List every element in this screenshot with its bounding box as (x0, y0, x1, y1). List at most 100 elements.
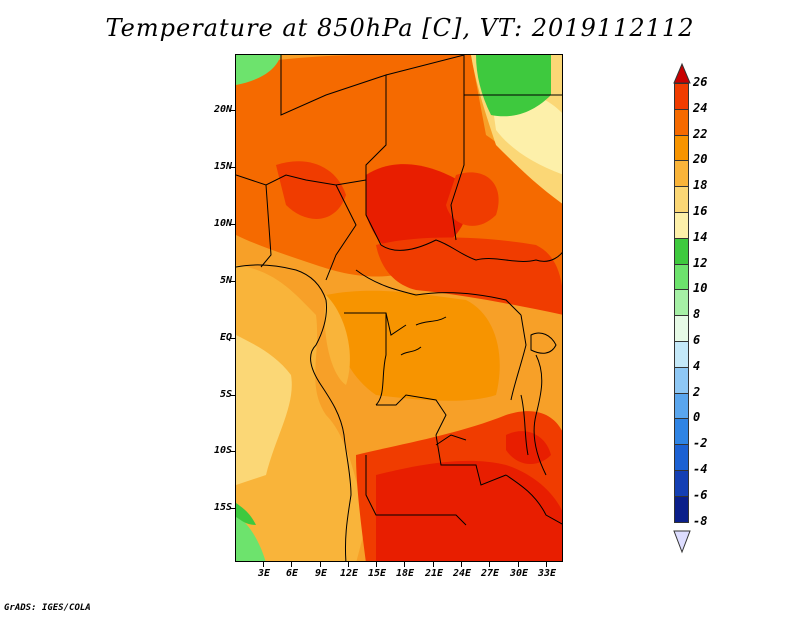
lat-tick (230, 224, 235, 225)
colorbar-label: 24 (693, 100, 708, 115)
field-sw-green (236, 515, 266, 561)
field-nw-green (236, 55, 281, 85)
colorbar-label: 8 (693, 307, 701, 322)
lat-label: 20N (213, 104, 232, 115)
colorbar-segment (674, 109, 689, 136)
lake-tanganyika (520, 394, 529, 456)
lat-label: 10S (213, 445, 232, 456)
colorbar-label: 2 (693, 384, 701, 399)
lon-tick (263, 562, 264, 567)
colorbar-label: 14 (693, 229, 708, 244)
field-hot-core-chad (366, 164, 469, 258)
lat-label: EQ (219, 332, 232, 343)
border-drc-angola (376, 394, 447, 436)
lon-label: 33E (537, 568, 557, 579)
colorbar-label: 10 (693, 281, 708, 296)
lon-label: 3E (257, 568, 271, 579)
colorbar-label: -6 (693, 487, 708, 502)
colorbar-segment (674, 393, 689, 420)
lat-label: 15N (213, 161, 232, 172)
colorbar-label: 18 (693, 178, 708, 193)
field-lake-region (506, 431, 551, 465)
field-hot-niger (276, 161, 346, 219)
field-hot-sudan (446, 172, 499, 226)
field-southeast-core (376, 460, 562, 561)
colorbar-label: -8 (693, 513, 708, 528)
lon-tick (546, 562, 547, 567)
lat-tick (230, 281, 235, 282)
border-congo (375, 313, 387, 406)
lon-tick (376, 562, 377, 567)
border-chad-sudan (450, 55, 465, 241)
lon-label: 9E (314, 568, 328, 579)
lat-tick (230, 508, 235, 509)
border-niger-chad (280, 55, 387, 246)
colorbar-segment (674, 445, 689, 471)
lon-label: 12E (339, 568, 359, 579)
lat-tick (230, 395, 235, 396)
colorbar-label: 22 (693, 126, 708, 141)
field-west-atlantic (236, 265, 366, 561)
field-pale-west (236, 335, 292, 485)
lon-tick (404, 562, 405, 567)
field-ne-green (476, 55, 551, 117)
lat-tick (230, 338, 235, 339)
colorbar-label: 0 (693, 410, 701, 425)
lon-tick (518, 562, 519, 567)
border-nigeria-cameroon (325, 184, 357, 281)
lon-label: 18E (395, 568, 415, 579)
border-drc-east (510, 314, 527, 401)
border-libya (385, 55, 465, 76)
colorbar-label: 6 (693, 333, 701, 347)
field-sw-green-dark (236, 503, 256, 525)
river-congo-2 (400, 346, 422, 356)
colorbar-label: 20 (693, 152, 708, 167)
lat-label: 5N (219, 275, 232, 286)
colorbar-under-triangle (673, 530, 691, 554)
colorbar-segment (674, 213, 689, 239)
map-canvas (236, 55, 562, 561)
lat-tick (230, 110, 235, 111)
colorbar-label: -2 (693, 436, 708, 451)
colorbar-segment (674, 419, 689, 446)
border-car-north (380, 239, 562, 262)
colorbar-segment (674, 471, 689, 497)
lon-tick (489, 562, 490, 567)
lon-tick (291, 562, 292, 567)
colorbar-label: 16 (693, 204, 708, 218)
lon-label: 21E (424, 568, 444, 579)
border-cameroon-gabon (344, 312, 407, 336)
temperature-map (235, 54, 563, 562)
border-lakes (533, 354, 547, 476)
lon-tick (433, 562, 434, 567)
lon-tick (320, 562, 321, 567)
border-zambia-east (505, 474, 562, 525)
colorbar-label: 12 (693, 255, 708, 270)
border-benin-nigeria (260, 184, 272, 268)
colorbar-segment (674, 135, 689, 162)
field-congo-basin (326, 290, 500, 401)
border-angola-namibia (365, 455, 467, 526)
colorbar-segment (674, 238, 689, 265)
lat-tick (230, 451, 235, 452)
border-angola-zambia (435, 434, 507, 486)
field-gabon (324, 295, 350, 385)
country-borders (236, 55, 562, 561)
lon-label: 27E (480, 568, 500, 579)
colorbar-label: 26 (693, 75, 708, 89)
colorbar-segment (674, 290, 689, 317)
lat-label: 15S (213, 502, 232, 513)
lon-label: 6E (285, 568, 299, 579)
lat-label: 5S (219, 389, 232, 400)
lon-label: 24E (452, 568, 472, 579)
river-congo-1 (415, 316, 447, 326)
colorbar-segment (674, 187, 689, 213)
lake-victoria (530, 332, 557, 354)
lon-label: 30E (509, 568, 529, 579)
lon-label: 15E (367, 568, 387, 579)
colorbar (674, 83, 689, 523)
border-niger-nigeria (236, 174, 367, 186)
colorbar-label: 4 (693, 358, 701, 373)
chart-title: Temperature at 850hPa [C], VT: 201911211… (105, 14, 695, 42)
lat-label: 10N (213, 218, 232, 229)
